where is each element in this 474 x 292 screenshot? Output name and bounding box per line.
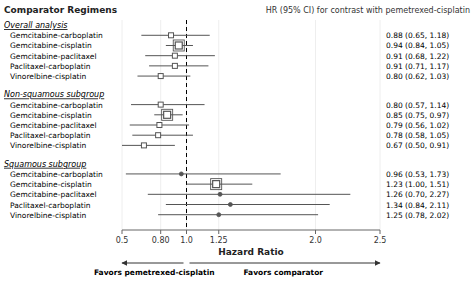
annotation: Favors comparator [243, 268, 323, 277]
estimate-marker [179, 172, 183, 176]
tick-label: 2.0 [309, 236, 322, 245]
tick [122, 230, 123, 234]
section-header: Squamous subgroup [4, 160, 86, 169]
ci-line [148, 194, 351, 195]
value-label: 0.91 (0.71, 1.17) [386, 62, 449, 71]
row-label: Paclitaxel-carboplatin [10, 131, 91, 140]
row-label: Gemcitabine-carboplatin [10, 170, 103, 179]
ci-line [145, 55, 215, 56]
tick-label: 1.25 [210, 236, 228, 245]
estimate-inner [175, 42, 182, 49]
ci-line [149, 65, 208, 66]
x-axis: 0.5 0.80 1.0 1.25 2.0 2.5 [116, 20, 387, 245]
value-label: 0.79 (0.56, 1.02) [386, 121, 449, 130]
grid-line [218, 20, 219, 230]
row-label: Gemcitabine-cisplatin [10, 111, 92, 120]
x-axis-line [122, 230, 380, 231]
arrow-right [190, 263, 381, 264]
row-label: Gemcitabine-paclitaxel [10, 190, 96, 199]
value-label: 0.78 (0.58, 1.05) [386, 131, 449, 140]
subtitle: HR (95% CI) for contrast with pemetrexed… [266, 6, 470, 15]
value-label: 0.96 (0.53, 1.73) [386, 170, 449, 179]
ci-line [137, 76, 190, 77]
row-label: Gemcitabine-paclitaxel [10, 121, 96, 130]
ci-line [131, 104, 205, 105]
estimate-marker [228, 203, 232, 207]
value-label: 0.85 (0.75, 0.97) [386, 111, 449, 120]
value-label: 0.88 (0.65, 1.18) [386, 31, 449, 40]
grid-line [315, 20, 316, 230]
value-label: 0.91 (0.68, 1.22) [386, 52, 449, 61]
ci-line [122, 145, 175, 146]
tick [186, 230, 187, 234]
value-label: 0.94 (0.84, 1.05) [386, 41, 449, 50]
arrow-left [122, 263, 184, 264]
estimate-marker [156, 133, 161, 138]
tick [380, 230, 381, 234]
ci-line [166, 204, 330, 205]
estimate-marker [158, 102, 163, 107]
value-label: 1.34 (0.84, 2.11) [386, 201, 449, 210]
chart: Comparator Regimens HR (95% CI) for contr… [0, 0, 474, 292]
annotation: Favors pemetrexed-cisplatin [94, 268, 215, 277]
tick [160, 230, 161, 234]
ci-line [126, 173, 281, 174]
value-label: 0.80 (0.62, 1.03) [386, 72, 449, 81]
estimate-marker [173, 40, 184, 51]
row-label: Paclitaxel-carboplatin [10, 201, 91, 210]
estimate-marker [211, 179, 222, 190]
section-header: Non-squamous subgroup [4, 90, 104, 99]
tick-label: 0.5 [116, 236, 129, 245]
estimate-marker [218, 192, 222, 196]
value-label: 0.80 (0.57, 1.14) [386, 101, 449, 110]
grid-line [380, 20, 381, 230]
estimate-marker [169, 33, 174, 38]
row-label: Vinorelbine-cisplatin [10, 72, 87, 81]
estimate-marker [162, 109, 173, 120]
estimate-marker [172, 63, 177, 68]
tick-label: 2.5 [374, 236, 387, 245]
value-label: 1.26 (0.70, 2.27) [386, 190, 449, 199]
row-label: Gemcitabine-carboplatin [10, 31, 103, 40]
estimate-inner [164, 111, 171, 118]
value-label: 0.67 (0.50, 0.91) [386, 141, 449, 150]
row-label: Gemcitabine-paclitaxel [10, 52, 96, 61]
row-label: Gemcitabine-cisplatin [10, 180, 92, 189]
value-label: 1.25 (0.78, 2.02) [386, 211, 449, 220]
ci-line [141, 35, 209, 36]
estimate-inner [213, 181, 220, 188]
estimate-outer [211, 179, 222, 190]
estimate-outer [162, 109, 173, 120]
row-label: Vinorelbine-cisplatin [10, 211, 87, 220]
estimate-marker [157, 123, 162, 128]
title: Comparator Regimens [4, 5, 117, 15]
grid-line [122, 20, 123, 230]
estimate-marker [217, 213, 221, 217]
section-header: Overall analysis [4, 21, 68, 30]
estimate-outer [173, 40, 184, 51]
row-label: Gemcitabine-carboplatin [10, 101, 103, 110]
row-label: Paclitaxel-carboplatin [10, 62, 91, 71]
value-label: 1.23 (1.00, 1.51) [386, 180, 449, 189]
tick [218, 230, 219, 234]
tick-label: 1.0 [180, 236, 193, 245]
plot-area [122, 33, 350, 217]
estimate-marker [141, 143, 146, 148]
estimate-marker [172, 53, 177, 58]
tick-label: 0.80 [152, 236, 170, 245]
ci-line [158, 214, 318, 215]
row-label: Gemcitabine-cisplatin [10, 41, 92, 50]
row-label: Vinorelbine-cisplatin [10, 141, 87, 150]
tick [315, 230, 316, 234]
ci-line [132, 135, 193, 136]
estimate-marker [158, 74, 163, 79]
x-label: Hazard Ratio [218, 247, 284, 257]
